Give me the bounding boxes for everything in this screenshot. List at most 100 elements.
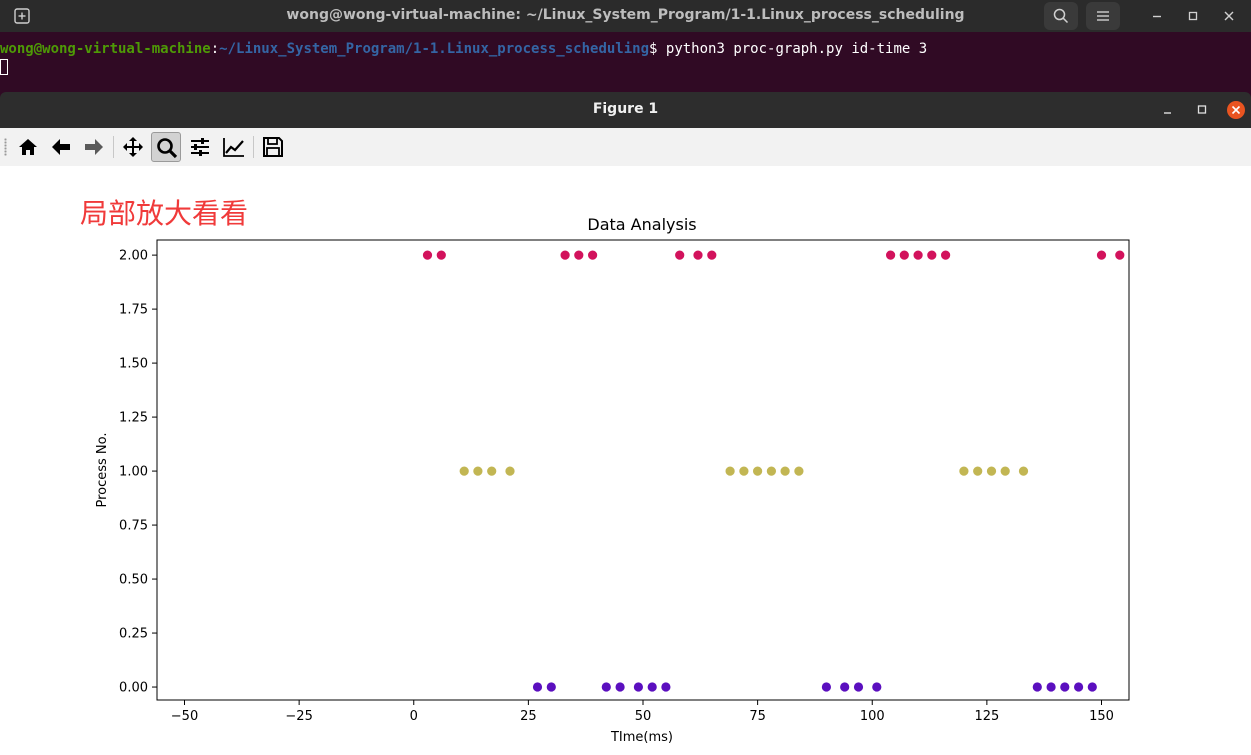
data-point — [840, 682, 850, 692]
data-point — [959, 466, 969, 476]
data-point — [1074, 682, 1084, 692]
close-icon — [1224, 11, 1234, 21]
data-point — [647, 682, 657, 692]
data-point — [899, 250, 909, 260]
pan-button[interactable] — [118, 132, 148, 162]
data-point — [853, 682, 864, 692]
y-axis-label: Process No. — [95, 432, 110, 507]
terminal-minimize-button[interactable] — [1140, 2, 1174, 30]
data-point — [753, 466, 763, 476]
y-tick-label: 0.75 — [119, 519, 148, 534]
close-icon — [1227, 101, 1245, 119]
figure-maximize-button[interactable] — [1192, 100, 1212, 120]
toolbar-grip[interactable] — [4, 138, 7, 156]
back-icon — [52, 139, 70, 155]
data-point — [913, 250, 923, 260]
x-tick-label: 100 — [860, 709, 885, 724]
figure-title: Figure 1 — [592, 101, 659, 117]
x-tick-label: 0 — [410, 709, 418, 724]
toolbar-separator — [113, 136, 114, 158]
terminal-cursor — [0, 59, 8, 75]
data-point — [886, 250, 896, 260]
save-button[interactable] — [258, 132, 288, 162]
data-point — [473, 466, 483, 476]
subplots-icon — [191, 138, 209, 156]
data-point — [927, 250, 937, 260]
x-tick-label: 150 — [1089, 709, 1114, 724]
terminal-search-button[interactable] — [1044, 2, 1078, 30]
data-point — [505, 466, 515, 476]
y-tick-label: 1.75 — [119, 303, 148, 318]
data-point — [986, 466, 997, 476]
data-point — [574, 250, 584, 260]
zoom-annotation: 局部放大看看 — [80, 197, 249, 230]
axes-frame — [156, 239, 1130, 701]
y-tick-label: 1.00 — [119, 465, 148, 480]
home-button[interactable] — [13, 132, 43, 162]
prompt-user: wong@wong-virtual-machine — [0, 41, 211, 57]
save-icon — [263, 137, 283, 157]
data-point — [725, 466, 735, 476]
zoom-button[interactable] — [151, 132, 181, 162]
subplots-button[interactable] — [185, 132, 215, 162]
y-tick-label: 0.25 — [119, 627, 148, 642]
prompt-symbol: $ — [649, 41, 666, 57]
data-point — [436, 250, 446, 260]
x-tick-label: 125 — [974, 709, 999, 724]
pan-icon — [123, 137, 143, 157]
prompt-path: ~/Linux_System_Program/1-1.Linux_process… — [219, 41, 650, 57]
data-point — [633, 682, 644, 692]
data-point — [615, 682, 625, 692]
figure-titlebar: Figure 1 — [0, 92, 1251, 128]
data-point — [675, 250, 685, 260]
data-point — [459, 466, 469, 476]
edit-axis-button[interactable] — [218, 132, 248, 162]
data-point — [1046, 682, 1056, 692]
figure-close-button[interactable] — [1226, 100, 1246, 120]
data-point — [872, 682, 882, 692]
terminal-titlebar: wong@wong-virtual-machine: ~/Linux_Syste… — [0, 0, 1251, 32]
data-points — [422, 250, 1125, 692]
zoom-icon — [157, 138, 178, 159]
data-point — [707, 250, 717, 260]
terminal-title: wong@wong-virtual-machine: ~/Linux_Syste… — [286, 7, 965, 23]
figure-toolbar — [0, 128, 1251, 167]
forward-icon — [85, 139, 103, 155]
data-point — [794, 466, 804, 476]
data-point — [588, 250, 598, 260]
prompt-colon: : — [210, 41, 220, 57]
scatter-chart[interactable]: −50 −25 0 25 50 75 100 125 150 0.00 0.25 0.50 0.75 1.… — [0, 166, 1251, 755]
y-tick-label: 0.00 — [119, 681, 148, 696]
figure-minimize-button[interactable] — [1158, 100, 1178, 120]
data-point — [487, 466, 497, 476]
terminal-menu-button[interactable] — [1086, 2, 1120, 30]
axis-ticks: −50 −25 0 25 50 75 100 125 150 0.00 0.25 0.50 0.75 1.… — [119, 249, 1114, 724]
data-point — [766, 466, 777, 476]
forward-button[interactable] — [79, 132, 109, 162]
data-point — [1018, 466, 1029, 476]
data-point — [532, 682, 543, 692]
toolbar-separator — [253, 136, 254, 158]
new-tab-icon[interactable] — [12, 6, 32, 26]
maximize-icon — [1188, 11, 1198, 21]
minimize-icon — [1153, 15, 1161, 18]
data-point — [780, 466, 790, 476]
back-button[interactable] — [46, 132, 76, 162]
terminal-maximize-button[interactable] — [1176, 2, 1210, 30]
data-point — [661, 682, 671, 692]
y-tick-label: 1.25 — [119, 411, 148, 426]
x-tick-label: 25 — [520, 709, 537, 724]
x-tick-label: −25 — [285, 709, 312, 724]
prompt-line: wong@wong-virtual-machine:~/Linux_System… — [0, 41, 927, 57]
terminal-output[interactable]: wong@wong-virtual-machine:~/Linux_System… — [0, 32, 1251, 92]
y-tick-label: 1.50 — [119, 357, 148, 372]
figure-canvas[interactable] — [0, 166, 1251, 755]
data-point — [422, 250, 433, 260]
y-tick-label: 0.50 — [119, 573, 148, 588]
prompt-command: python3 proc-graph.py id-time 3 — [665, 41, 928, 57]
data-point — [821, 682, 832, 692]
data-point — [693, 250, 703, 260]
data-point — [1096, 250, 1107, 260]
terminal-close-button[interactable] — [1212, 2, 1246, 30]
y-tick-label: 2.00 — [119, 249, 148, 264]
